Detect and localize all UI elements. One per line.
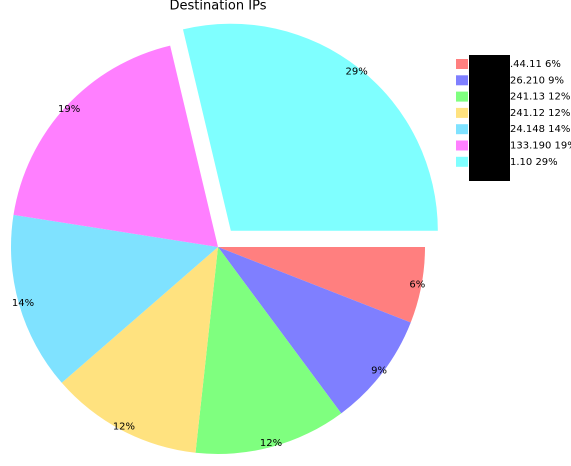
pie-slice [13, 45, 219, 248]
legend-label: .44.11 6% [510, 59, 561, 70]
slice-label: 6% [409, 280, 425, 291]
slice-label: 12% [260, 438, 282, 449]
legend-label: 241.12 12% [510, 108, 570, 119]
legend-swatch [456, 156, 468, 167]
slice-label: 9% [371, 365, 387, 376]
legend-label: 133.190 19% [510, 141, 571, 152]
redaction [469, 55, 510, 181]
legend-swatch [456, 75, 468, 86]
legend-label: 241.13 12% [510, 92, 570, 103]
slice-label: 19% [58, 104, 80, 115]
pie-slice [10, 214, 218, 383]
pie-slice [182, 23, 438, 231]
legend-swatch [456, 140, 468, 151]
legend-swatch [456, 59, 468, 69]
chart-title: Destination IPs [170, 0, 267, 14]
legend-label: 24.148 14% [510, 124, 570, 135]
slice-label: 29% [345, 67, 367, 78]
pie-slice [218, 247, 425, 323]
pie-slice [61, 247, 219, 453]
slice-label: 14% [12, 298, 34, 309]
slice-label: 12% [113, 422, 135, 433]
pie-slice [195, 247, 342, 454]
pie-slice [218, 247, 411, 414]
legend-swatch [456, 107, 468, 118]
legend-swatch [456, 124, 468, 135]
legend-swatch [456, 91, 468, 102]
legend-label: 1.10 29% [510, 157, 558, 168]
legend-label: 26.210 9% [510, 75, 564, 86]
